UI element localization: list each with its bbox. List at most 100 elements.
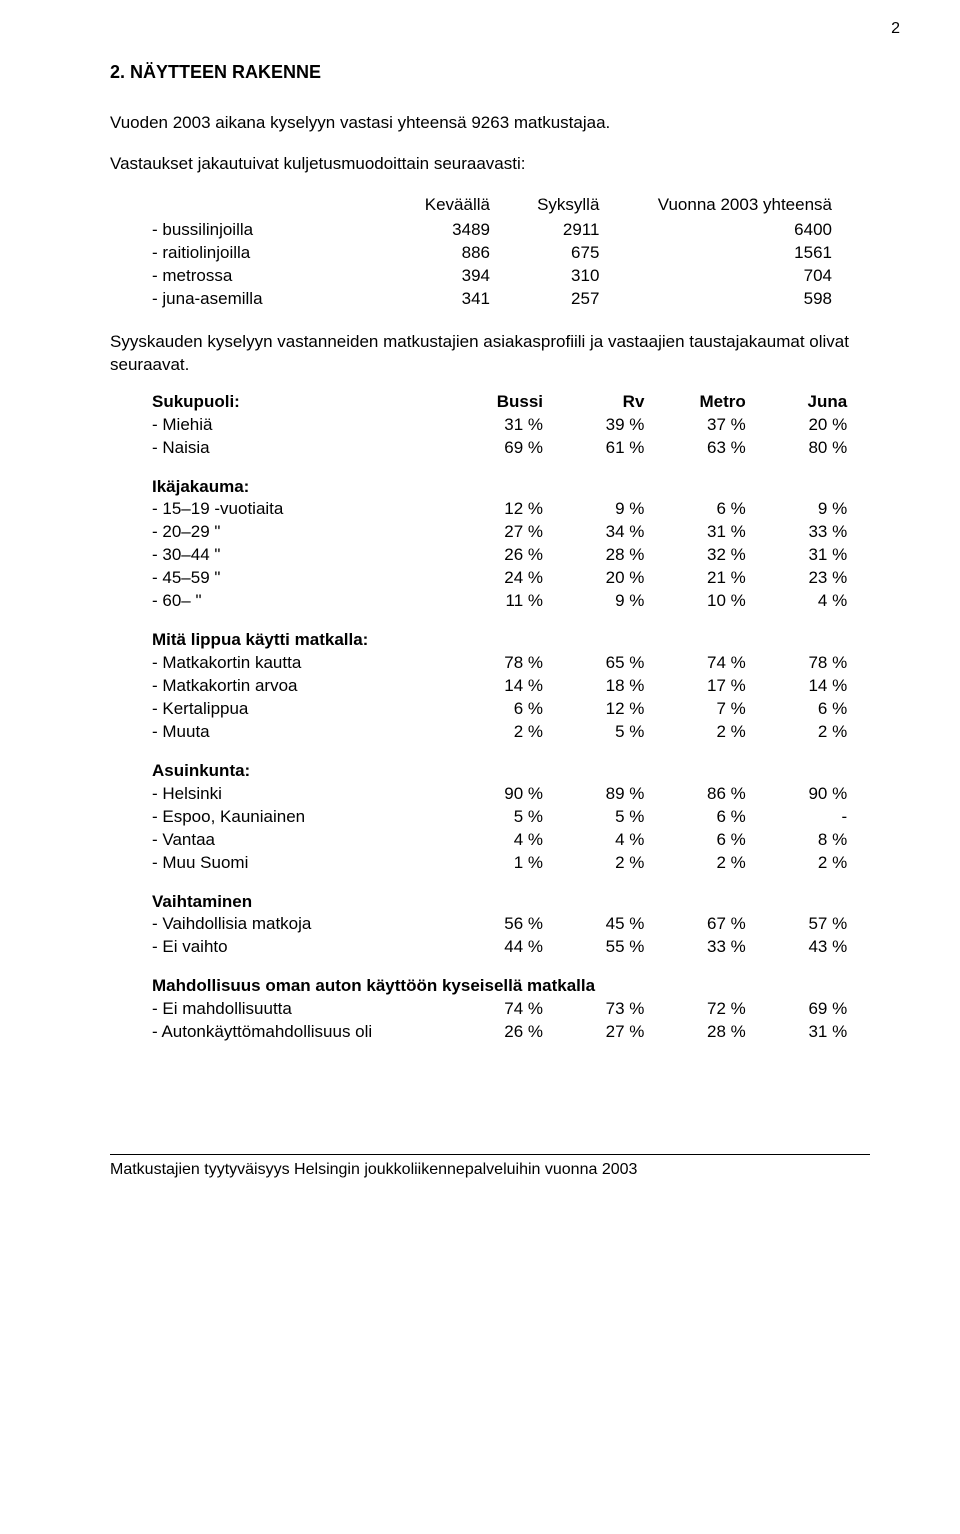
table-row: - 20–29 "27 %34 %31 %33 % (150, 521, 849, 544)
row-value: 14 % (444, 675, 545, 698)
row-value: 74 % (646, 652, 747, 675)
row-label: - 60– " (150, 590, 444, 613)
modes-label: - raitiolinjoilla (150, 242, 383, 265)
row-value: 63 % (646, 437, 747, 460)
row-label: - 30–44 " (150, 544, 444, 567)
row-value: - (748, 806, 849, 829)
row-value: 20 % (545, 567, 646, 590)
row-value: 5 % (444, 806, 545, 829)
row-value: 69 % (444, 437, 545, 460)
block-title: Sukupuoli: (150, 391, 444, 414)
row-label: - Espoo, Kauniainen (150, 806, 444, 829)
modes-row: - bussilinjoilla348929116400 (150, 219, 834, 242)
row-value: 2 % (444, 721, 545, 744)
row-value: 4 % (748, 590, 849, 613)
table-row: - Muuta2 %5 %2 %2 % (150, 721, 849, 744)
row-value: 55 % (545, 936, 646, 959)
table-row: - Autonkäyttömahdollisuus oli26 %27 %28 … (150, 1021, 849, 1044)
row-value: 74 % (444, 998, 545, 1021)
modes-val: 886 (383, 242, 492, 265)
table-row: - 45–59 "24 %20 %21 %23 % (150, 567, 849, 590)
row-value: 31 % (748, 1021, 849, 1044)
modes-val: 257 (492, 288, 601, 311)
row-value: 6 % (646, 829, 747, 852)
profile-table: Sukupuoli:BussiRvMetroJuna- Miehiä31 %39… (150, 391, 849, 1044)
modes-val: 394 (383, 265, 492, 288)
row-value: 12 % (444, 498, 545, 521)
row-value: 26 % (444, 1021, 545, 1044)
table-row: - Matkakortin arvoa14 %18 %17 %14 % (150, 675, 849, 698)
row-value: 89 % (545, 783, 646, 806)
table-row: - 15–19 -vuotiaita12 %9 %6 %9 % (150, 498, 849, 521)
row-value: 6 % (748, 698, 849, 721)
table-row: - Espoo, Kauniainen5 %5 %6 %- (150, 806, 849, 829)
row-value: 9 % (748, 498, 849, 521)
modes-val: 2911 (492, 219, 601, 242)
row-value: 37 % (646, 414, 747, 437)
row-value: 6 % (646, 498, 747, 521)
block-title: Ikäjakauma: (150, 476, 849, 499)
col-header: Juna (748, 391, 849, 414)
row-value: 33 % (646, 936, 747, 959)
row-value: 2 % (748, 721, 849, 744)
modes-header-2: Syksyllä (492, 194, 601, 219)
modes-row: - metrossa394310704 (150, 265, 834, 288)
page-number: 2 (891, 18, 900, 40)
row-value: 4 % (444, 829, 545, 852)
table-row: - Matkakortin kautta78 %65 %74 %78 % (150, 652, 849, 675)
row-value: 6 % (444, 698, 545, 721)
row-value: 78 % (444, 652, 545, 675)
row-value: 2 % (545, 852, 646, 875)
modes-row: - raitiolinjoilla8866751561 (150, 242, 834, 265)
modes-label: - juna-asemilla (150, 288, 383, 311)
row-value: 72 % (646, 998, 747, 1021)
row-value: 18 % (545, 675, 646, 698)
row-value: 61 % (545, 437, 646, 460)
row-label: - Muuta (150, 721, 444, 744)
row-value: 27 % (444, 521, 545, 544)
row-value: 69 % (748, 998, 849, 1021)
row-value: 57 % (748, 913, 849, 936)
row-value: 90 % (444, 783, 545, 806)
row-value: 65 % (545, 652, 646, 675)
block-title: Vaihtaminen (150, 891, 849, 914)
row-value: 4 % (545, 829, 646, 852)
table-row: - Muu Suomi1 %2 %2 %2 % (150, 852, 849, 875)
row-value: 73 % (545, 998, 646, 1021)
row-value: 33 % (748, 521, 849, 544)
row-label: - Kertalippua (150, 698, 444, 721)
section-title: 2. NÄYTTEEN RAKENNE (110, 60, 870, 84)
row-value: 39 % (545, 414, 646, 437)
modes-header-3: Vuonna 2003 yhteensä (601, 194, 834, 219)
page-footer: Matkustajien tyytyväisyys Helsingin jouk… (110, 1154, 870, 1181)
table-row: - Kertalippua6 %12 %7 %6 % (150, 698, 849, 721)
row-value: 5 % (545, 721, 646, 744)
modes-label: - metrossa (150, 265, 383, 288)
row-value: 27 % (545, 1021, 646, 1044)
row-value: 20 % (748, 414, 849, 437)
modes-val: 310 (492, 265, 601, 288)
block-title: Mahdollisuus oman auton käyttöön kyseise… (150, 975, 849, 998)
row-value: 86 % (646, 783, 747, 806)
modes-val: 341 (383, 288, 492, 311)
row-value: 56 % (444, 913, 545, 936)
table-row: - Vaihdollisia matkoja56 %45 %67 %57 % (150, 913, 849, 936)
row-value: 26 % (444, 544, 545, 567)
row-label: - Ei vaihto (150, 936, 444, 959)
profile-note: Syyskauden kyselyyn vastanneiden matkust… (110, 331, 870, 377)
row-label: - Ei mahdollisuutta (150, 998, 444, 1021)
row-value: 2 % (646, 852, 747, 875)
modes-header-1: Keväällä (383, 194, 492, 219)
modes-row: - juna-asemilla341257598 (150, 288, 834, 311)
row-label: - Vantaa (150, 829, 444, 852)
modes-val: 704 (601, 265, 834, 288)
row-value: 17 % (646, 675, 747, 698)
row-value: 9 % (545, 498, 646, 521)
row-value: 11 % (444, 590, 545, 613)
modes-table: Keväällä Syksyllä Vuonna 2003 yhteensä -… (150, 194, 834, 311)
row-value: 10 % (646, 590, 747, 613)
row-value: 7 % (646, 698, 747, 721)
row-label: - Autonkäyttömahdollisuus oli (150, 1021, 444, 1044)
modes-val: 1561 (601, 242, 834, 265)
row-value: 14 % (748, 675, 849, 698)
